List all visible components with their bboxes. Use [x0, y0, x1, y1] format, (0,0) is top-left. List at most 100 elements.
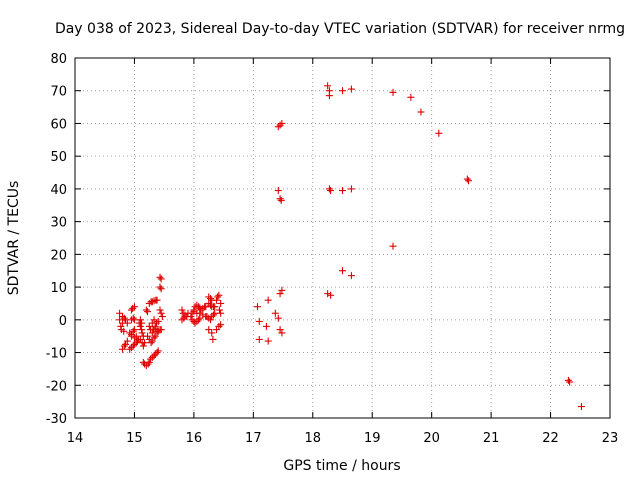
data-point [215, 291, 223, 299]
data-point [217, 299, 225, 307]
plot-frame [74, 57, 611, 419]
data-point [271, 309, 279, 317]
data-point [126, 329, 134, 337]
data-point [212, 296, 220, 304]
data-point [274, 314, 282, 322]
data-point [136, 316, 144, 324]
data-point [202, 303, 210, 311]
data-point [463, 175, 471, 183]
data-point [324, 290, 332, 298]
data-point [195, 316, 203, 324]
data-point [150, 316, 158, 324]
data-point [205, 326, 213, 334]
data-point [157, 275, 165, 283]
data-point [144, 332, 152, 340]
data-point [278, 286, 286, 294]
y-tick-label: 80 [50, 52, 67, 67]
y-tick-label: -10 [46, 347, 67, 362]
data-point [138, 319, 146, 327]
data-point [150, 334, 158, 342]
data-point [154, 347, 162, 355]
data-point [129, 327, 137, 335]
data-point [123, 337, 131, 345]
data-point [347, 272, 355, 280]
y-tick-label: 30 [50, 216, 67, 231]
x-tick-label: 19 [364, 431, 381, 446]
data-point [116, 316, 124, 324]
data-point [417, 108, 425, 116]
data-point [264, 296, 272, 304]
data-point [138, 326, 146, 334]
data-point [278, 119, 286, 127]
data-point [325, 92, 333, 100]
data-point [207, 301, 215, 309]
data-point [120, 342, 128, 350]
data-point [566, 378, 574, 386]
data-point [196, 309, 204, 317]
data-point [150, 352, 158, 360]
y-tick-label: 50 [50, 150, 67, 165]
data-point [214, 293, 222, 301]
x-tick-label: 22 [542, 431, 559, 446]
x-tick-label: 17 [245, 431, 262, 446]
data-point [130, 316, 138, 324]
data-point [339, 187, 346, 195]
data-point [147, 339, 155, 347]
data-point [181, 313, 189, 321]
data-point [277, 196, 285, 204]
data-point [132, 332, 140, 340]
data-point [217, 321, 225, 329]
data-point [129, 342, 137, 350]
data-point [211, 309, 219, 317]
data-point [465, 177, 473, 185]
y-axis-title: SDTVAR / TECUs [6, 181, 22, 296]
data-point [339, 87, 346, 95]
data-point [407, 93, 415, 101]
x-tick-label: 15 [126, 431, 143, 446]
data-point [210, 311, 218, 319]
data-point [136, 322, 144, 330]
data-point [209, 335, 217, 343]
data-point [389, 88, 397, 96]
data-point [207, 316, 215, 324]
y-tick-label: -30 [46, 412, 67, 427]
data-point [324, 82, 332, 90]
data-point [274, 123, 282, 131]
data-point [435, 129, 443, 137]
data-point [144, 308, 152, 316]
data-point [129, 314, 137, 322]
data-point [126, 345, 134, 353]
data-point [157, 285, 165, 293]
y-tick-label: 40 [50, 183, 67, 198]
x-tick-label: 21 [483, 431, 500, 446]
data-point [253, 303, 261, 311]
data-point [139, 342, 147, 350]
data-points [116, 82, 585, 411]
data-point [208, 329, 216, 337]
y-tick-label: 70 [50, 85, 67, 100]
data-point [276, 195, 284, 203]
data-point [138, 329, 146, 337]
data-point [130, 326, 138, 334]
data-point [276, 121, 284, 129]
data-point [153, 349, 161, 357]
data-point [278, 329, 286, 337]
y-tick-label: 20 [50, 248, 67, 263]
y-tick-label: -20 [46, 379, 67, 394]
data-point [327, 291, 335, 299]
data-point [116, 309, 124, 317]
chart-title: Day 038 of 2023, Sidereal Day-to-day VTE… [55, 21, 625, 37]
data-point [217, 309, 225, 317]
data-point [347, 185, 355, 193]
data-point [207, 295, 215, 303]
data-point [153, 296, 161, 304]
data-point [120, 314, 128, 322]
data-point [145, 358, 153, 366]
data-point [139, 358, 147, 366]
data-point [157, 326, 165, 334]
axis-ticks [74, 57, 611, 419]
gridlines [75, 58, 610, 418]
data-point [156, 306, 164, 314]
data-point [127, 306, 135, 314]
data-point [117, 322, 125, 330]
